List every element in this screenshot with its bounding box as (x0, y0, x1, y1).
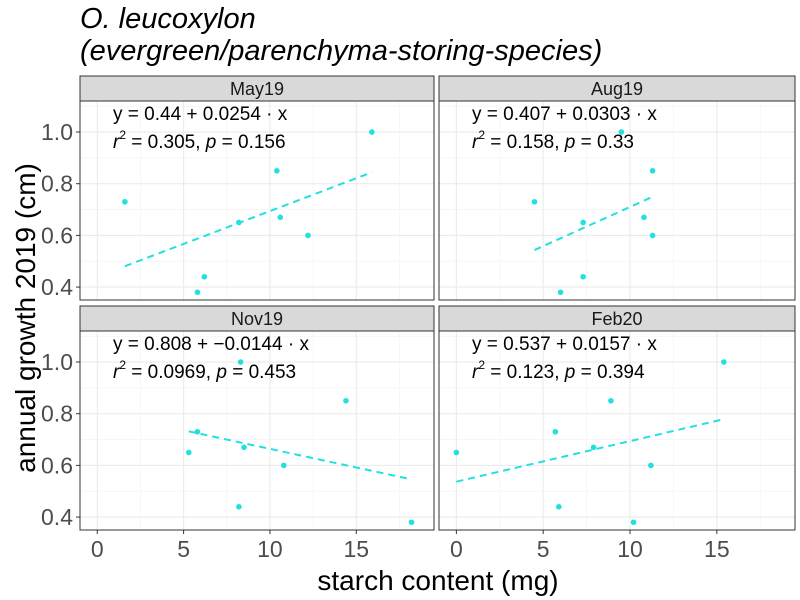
panel-nov19-x-tick-label: 15 (343, 536, 369, 562)
panel-nov19-data-point (194, 428, 201, 435)
panel-feb20-data-point (556, 503, 562, 510)
panel-feb20-x-tick-label: 15 (704, 536, 730, 562)
panel-aug19-data-point (580, 219, 586, 226)
panel-may19-fit-line (124, 171, 373, 268)
panel-nov19-y-tick-label: 0.4 (41, 504, 73, 530)
panel-may19-y-tick-label: 0.6 (41, 222, 73, 248)
panel-may19-data-point (194, 289, 201, 296)
panel-may19-data-point (236, 219, 242, 226)
panel-nov19-y-tick-label: 1.0 (41, 349, 73, 375)
panel-may19-data-point (201, 273, 208, 280)
panel-feb20-stats: r2 = 0.123, p = 0.394 (472, 358, 645, 383)
panel-aug19-background (439, 101, 795, 300)
panel-may19-y-tick-label: 0.8 (41, 171, 73, 197)
panel-feb20: Feb20 y = 0.537 + 0.0157 · x r2 = 0.123, p… (438, 305, 796, 562)
panel-aug19-data-point (649, 167, 656, 174)
panel-feb20-x-tick-label: 10 (617, 536, 643, 562)
panel-nov19-x-tick-label: 0 (91, 536, 104, 562)
x-axis-title: starch content (mg) (317, 565, 558, 596)
panel-aug19-data-point (580, 273, 586, 280)
panel-feb20-data-point (630, 519, 637, 526)
panel-may19-y-tick-label: 0.4 (41, 274, 73, 300)
panel-feb20-strip-label: Feb20 (591, 309, 642, 329)
panel-nov19-stats: r2 = 0.0969, p = 0.453 (113, 358, 296, 383)
panel-feb20-data-point (721, 359, 727, 365)
panel-aug19-stats: r2 = 0.158, p = 0.33 (472, 128, 634, 153)
panel-may19-data-point (122, 198, 128, 205)
panel-aug19-data-point (557, 289, 564, 296)
panel-nov19-data-point (343, 397, 349, 404)
panel-may19-data-point (369, 129, 375, 135)
panel-may19-stats: r2 = 0.305, p = 0.156 (113, 128, 286, 153)
y-axis-title: annual growth 2019 (cm) (10, 163, 41, 473)
panel-aug19-data-point (641, 214, 647, 221)
panel-nov19-data-point (280, 462, 287, 469)
panel-nov19-fit-line (188, 430, 412, 481)
panel-feb20-data-point (453, 449, 460, 456)
panel-aug19-data-point (649, 232, 656, 239)
panel-nov19-x-tick-label: 10 (257, 536, 283, 562)
panel-aug19-fit-line (534, 195, 654, 251)
panel-may19-equation: y = 0.44 + 0.0254 · x (113, 104, 288, 125)
panel-nov19-data-point (237, 359, 244, 365)
panel-may19: May19 y = 0.44 + 0.0254 · x r2 = 0.305, p … (41, 75, 435, 301)
panel-may19-data-point (274, 167, 280, 174)
panel-nov19-y-tick-label: 0.8 (41, 401, 73, 427)
panel-feb20-equation: y = 0.537 + 0.0157 · x (472, 334, 657, 355)
panel-aug19: Aug19 y = 0.407 + 0.0303 · x r2 = 0.158, p… (438, 75, 796, 301)
panel-feb20-border (438, 330, 796, 531)
chart-title-line-1: O. leucoxylon (80, 3, 256, 35)
panel-aug19-data-point (531, 198, 538, 205)
panel-may19-background (80, 101, 434, 300)
panel-nov19-strip-label: Nov19 (231, 309, 283, 329)
panel-aug19-border (438, 100, 796, 301)
panel-feb20-strip (438, 305, 796, 332)
panel-nov19: Nov19 y = 0.808 + −0.0144 · x r2 = 0.0969,… (41, 305, 435, 562)
panel-may19-data-point (305, 232, 311, 239)
panel-nov19-data-point (241, 444, 247, 451)
panel-feb20-data-point (590, 444, 597, 451)
panel-may19-y-tick-label: 1.0 (41, 119, 73, 145)
panel-feb20-background (439, 331, 795, 530)
panel-nov19-background (80, 331, 434, 530)
panel-aug19-equation: y = 0.407 + 0.0303 · x (472, 104, 657, 125)
panel-feb20-data-point (608, 397, 614, 404)
panel-may19-strip-label: May19 (230, 79, 284, 99)
panel-feb20-x-tick-label: 0 (450, 536, 463, 562)
panel-may19-border (79, 100, 435, 301)
panel-nov19-data-point (408, 519, 415, 526)
panel-aug19-strip-label: Aug19 (591, 79, 643, 99)
panel-nov19-x-tick-label: 5 (177, 536, 190, 562)
panel-nov19-border (79, 330, 435, 531)
panel-feb20-fit-line (456, 418, 725, 483)
panel-nov19-y-tick-label: 0.6 (41, 452, 73, 478)
panel-nov19-data-point (236, 503, 242, 510)
panel-nov19-data-point (185, 449, 192, 456)
panel-feb20-data-point (648, 462, 654, 469)
chart-title-line-2: (evergreen/parenchyma-storing-species) (80, 35, 603, 67)
panel-may19-data-point (277, 214, 284, 221)
panel-feb20-data-point (552, 428, 559, 435)
panel-nov19-equation: y = 0.808 + −0.0144 · x (113, 334, 309, 355)
panel-aug19-data-point (618, 129, 625, 135)
panel-feb20-x-tick-label: 5 (537, 536, 550, 562)
